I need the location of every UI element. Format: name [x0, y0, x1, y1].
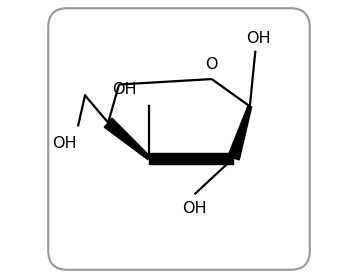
Text: O: O: [205, 57, 218, 72]
Polygon shape: [149, 153, 233, 163]
Text: OH: OH: [246, 31, 270, 46]
Text: OH: OH: [52, 136, 77, 151]
Polygon shape: [104, 118, 150, 160]
Text: OH: OH: [182, 201, 206, 216]
Polygon shape: [228, 106, 252, 160]
Text: OH: OH: [112, 83, 137, 98]
